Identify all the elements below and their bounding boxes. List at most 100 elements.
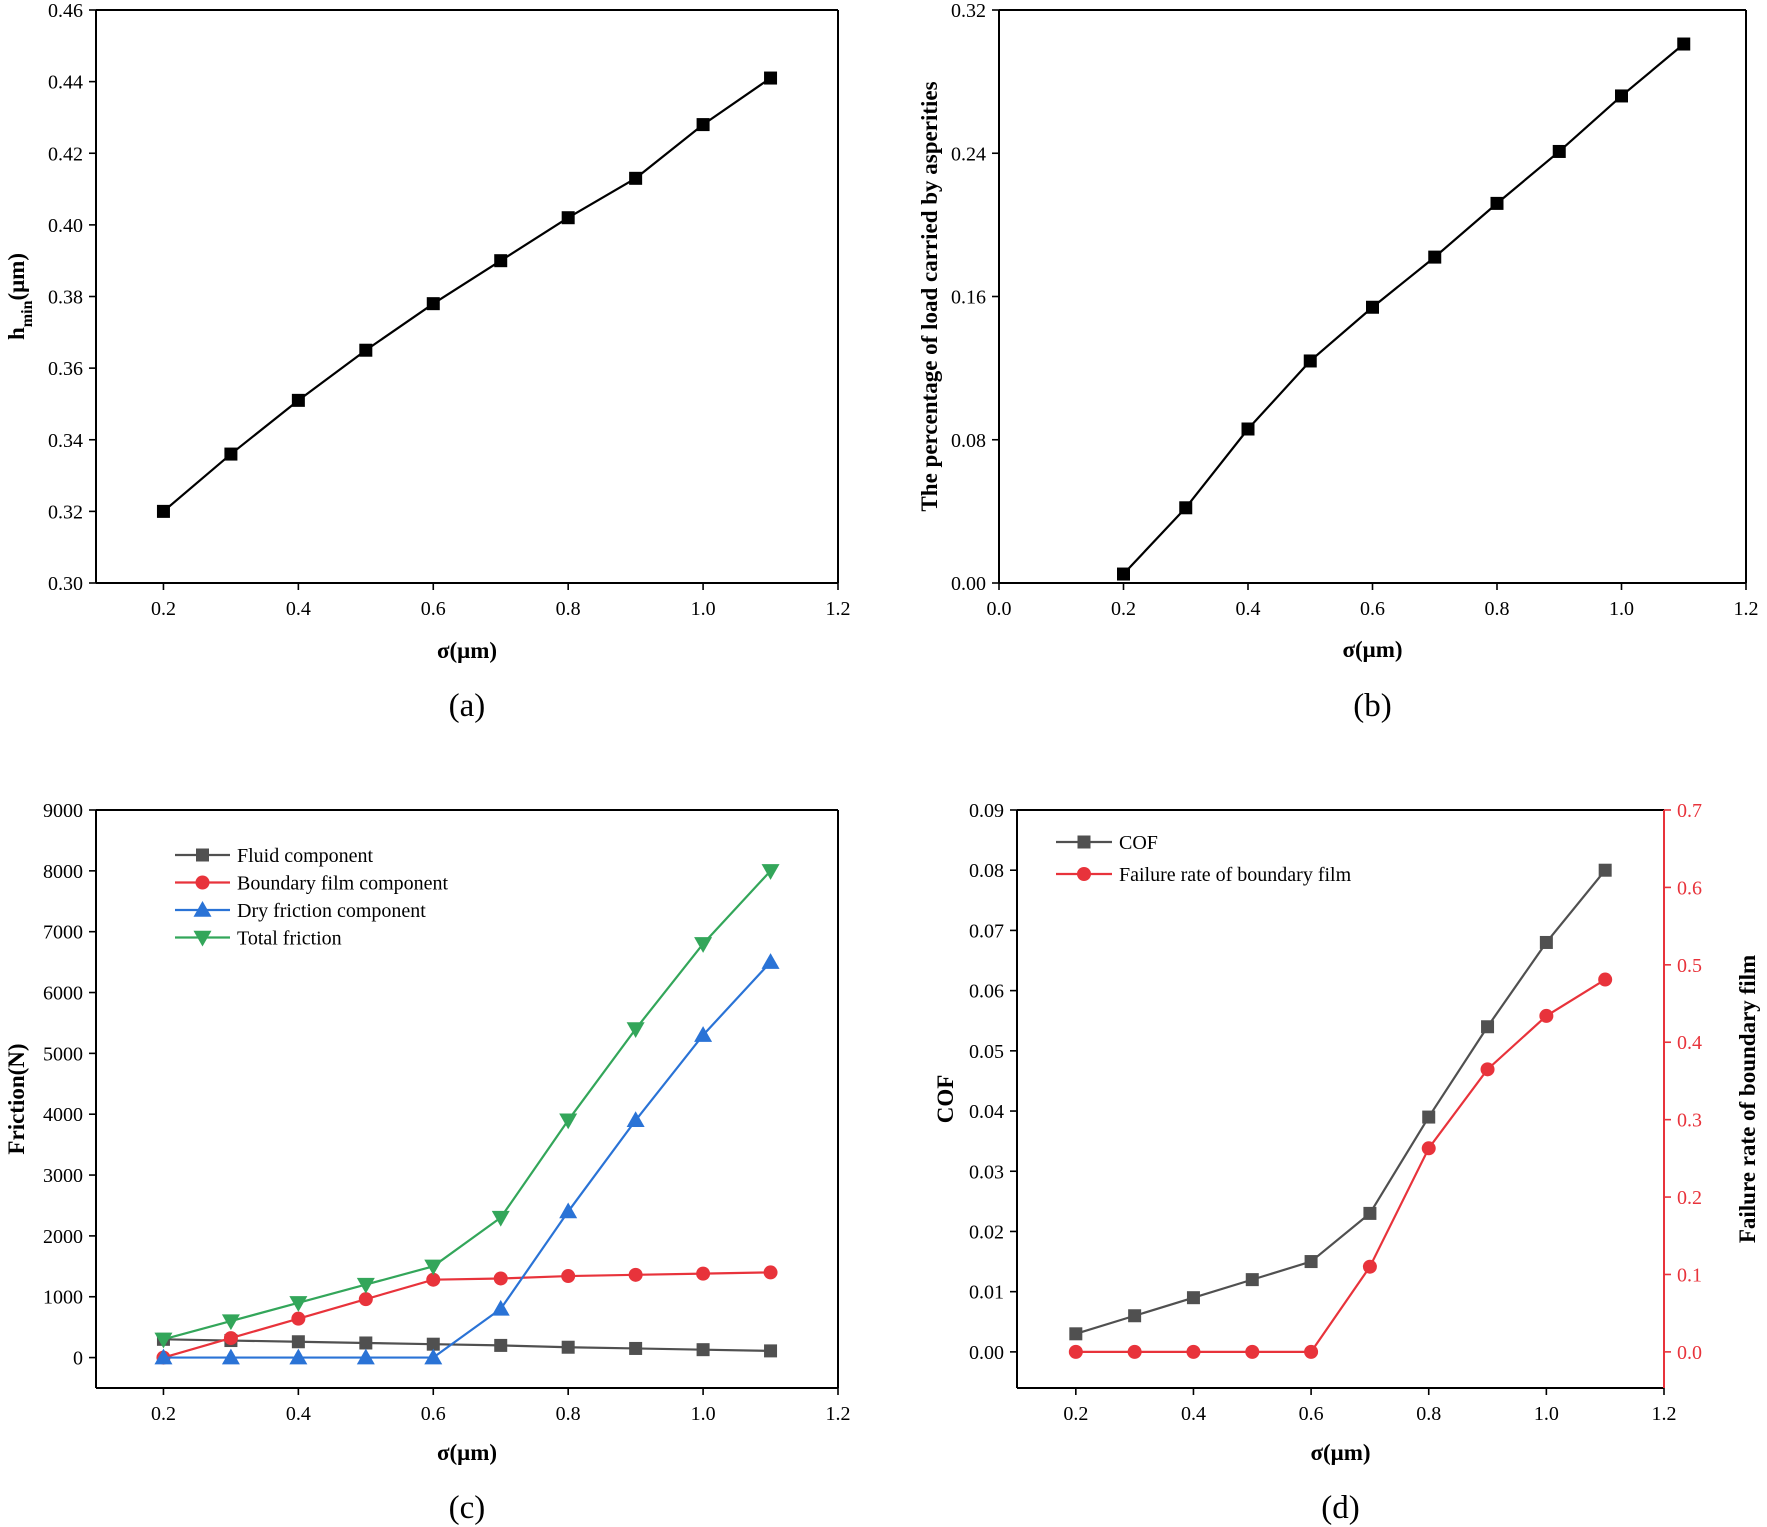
y-tick-label: 0.38 — [48, 287, 83, 309]
y-tick-label: 0.30 — [48, 573, 83, 595]
series-0 — [156, 1332, 778, 1358]
legend-marker — [193, 901, 212, 917]
data-point — [1069, 1327, 1083, 1341]
y-tick-label: 0.02 — [969, 1221, 1004, 1243]
series-line — [162, 77, 772, 513]
x-tick-label: 1.0 — [1609, 598, 1634, 620]
data-point — [694, 937, 713, 953]
data-point — [559, 1113, 578, 1130]
data-point — [221, 1314, 240, 1331]
data-point — [764, 1344, 778, 1358]
x-axis-title: σ(μm) — [437, 1440, 497, 1465]
y-right-tick-label: 0.5 — [1677, 955, 1702, 977]
data-point — [356, 1348, 375, 1365]
y-axis-title: hmin(μm) — [4, 253, 36, 340]
series-line — [1122, 43, 1685, 575]
data-point — [559, 1202, 578, 1219]
y-axis-right-title: Failure rate of boundary film — [1735, 955, 1760, 1243]
y-tick-label: 0.08 — [951, 430, 986, 452]
x-tick-label: 1.2 — [1652, 1403, 1677, 1425]
y-tick-label: 0.09 — [969, 800, 1004, 822]
x-tick-label: 0.2 — [1063, 1403, 1088, 1425]
data-point — [764, 71, 778, 85]
data-point — [291, 393, 305, 407]
data-point — [154, 1332, 173, 1349]
data-point — [1304, 1255, 1318, 1269]
x-tick-label: 0.8 — [556, 1403, 581, 1425]
y-tick-label: 0.03 — [969, 1161, 1004, 1183]
series-line — [1075, 869, 1607, 1335]
x-tick-label: 0.4 — [286, 598, 311, 620]
legend-marker — [195, 875, 210, 890]
series-line — [163, 961, 772, 1359]
legend-label: Boundary film component — [237, 873, 449, 895]
panel-label: (a) — [449, 688, 486, 724]
legend-marker — [196, 848, 209, 862]
legend-label: Total friction — [237, 928, 342, 950]
data-point — [1117, 567, 1130, 581]
data-point — [1128, 1309, 1142, 1323]
x-tick-label: 0.6 — [421, 1403, 446, 1425]
data-point — [696, 1266, 711, 1281]
y-tick-label: 0.06 — [969, 981, 1004, 1003]
y-tick-label: 0.24 — [951, 143, 986, 165]
data-point — [1598, 863, 1612, 877]
x-tick-label: 1.0 — [1534, 1403, 1559, 1425]
data-point — [629, 1341, 643, 1355]
y-tick-label: 4000 — [43, 1104, 83, 1126]
y-tick-label: 0.16 — [951, 287, 986, 309]
y-tick-label: 0.00 — [951, 573, 986, 595]
x-tick-label: 0.6 — [1299, 1403, 1324, 1425]
data-point — [1068, 1344, 1083, 1359]
x-axis-title: σ(μm) — [437, 638, 497, 663]
y-tick-label: 0 — [73, 1348, 83, 1370]
data-point — [1186, 1344, 1201, 1359]
data-point — [629, 171, 643, 185]
data-point — [763, 1265, 778, 1280]
series-2 — [154, 953, 780, 1365]
series-line — [163, 1271, 771, 1359]
y-axis-title: COF — [933, 1075, 958, 1124]
x-tick-label: 0.4 — [1181, 1403, 1206, 1425]
panel-label: (d) — [1321, 1490, 1359, 1526]
legend-marker — [193, 930, 212, 947]
data-point — [426, 1337, 440, 1351]
data-point — [1179, 501, 1193, 515]
data-point — [424, 1259, 443, 1276]
data-point — [493, 1271, 508, 1286]
data-point — [156, 504, 170, 518]
y-tick-label: 0.01 — [969, 1282, 1004, 1304]
data-point — [1127, 1344, 1142, 1359]
x-tick-label: 0.8 — [1416, 1403, 1441, 1425]
panel-label: (b) — [1353, 688, 1391, 724]
data-point — [1480, 1062, 1495, 1077]
x-tick-label: 0.8 — [1485, 598, 1510, 620]
x-tick-label: 0.8 — [556, 598, 581, 620]
y-tick-label: 1000 — [43, 1287, 83, 1309]
data-point — [1552, 144, 1566, 158]
y-tick-label: 0.44 — [48, 72, 83, 94]
data-point — [426, 297, 440, 311]
data-point — [1241, 422, 1255, 436]
x-tick-label: 0.0 — [987, 598, 1012, 620]
series-line — [163, 1338, 771, 1352]
y-tick-label: 0.42 — [48, 143, 83, 165]
y-tick-label: 0.08 — [969, 860, 1004, 882]
data-point — [494, 254, 508, 268]
y-right-tick-label: 0.6 — [1677, 877, 1702, 899]
series-0 — [1069, 863, 1612, 1341]
data-point — [1366, 300, 1379, 314]
x-axis-title: σ(μm) — [1342, 637, 1402, 662]
legend-marker — [1077, 867, 1091, 881]
y-tick-label: 0.40 — [48, 215, 83, 237]
data-point — [1481, 1020, 1495, 1034]
x-tick-label: 0.2 — [151, 598, 176, 620]
data-point — [1245, 1273, 1259, 1287]
data-point — [491, 1299, 510, 1316]
data-point — [358, 1292, 373, 1307]
data-point — [1186, 1291, 1200, 1305]
y-right-tick-label: 0.7 — [1677, 800, 1702, 822]
data-point — [696, 1343, 710, 1357]
legend-marker — [1077, 835, 1091, 849]
